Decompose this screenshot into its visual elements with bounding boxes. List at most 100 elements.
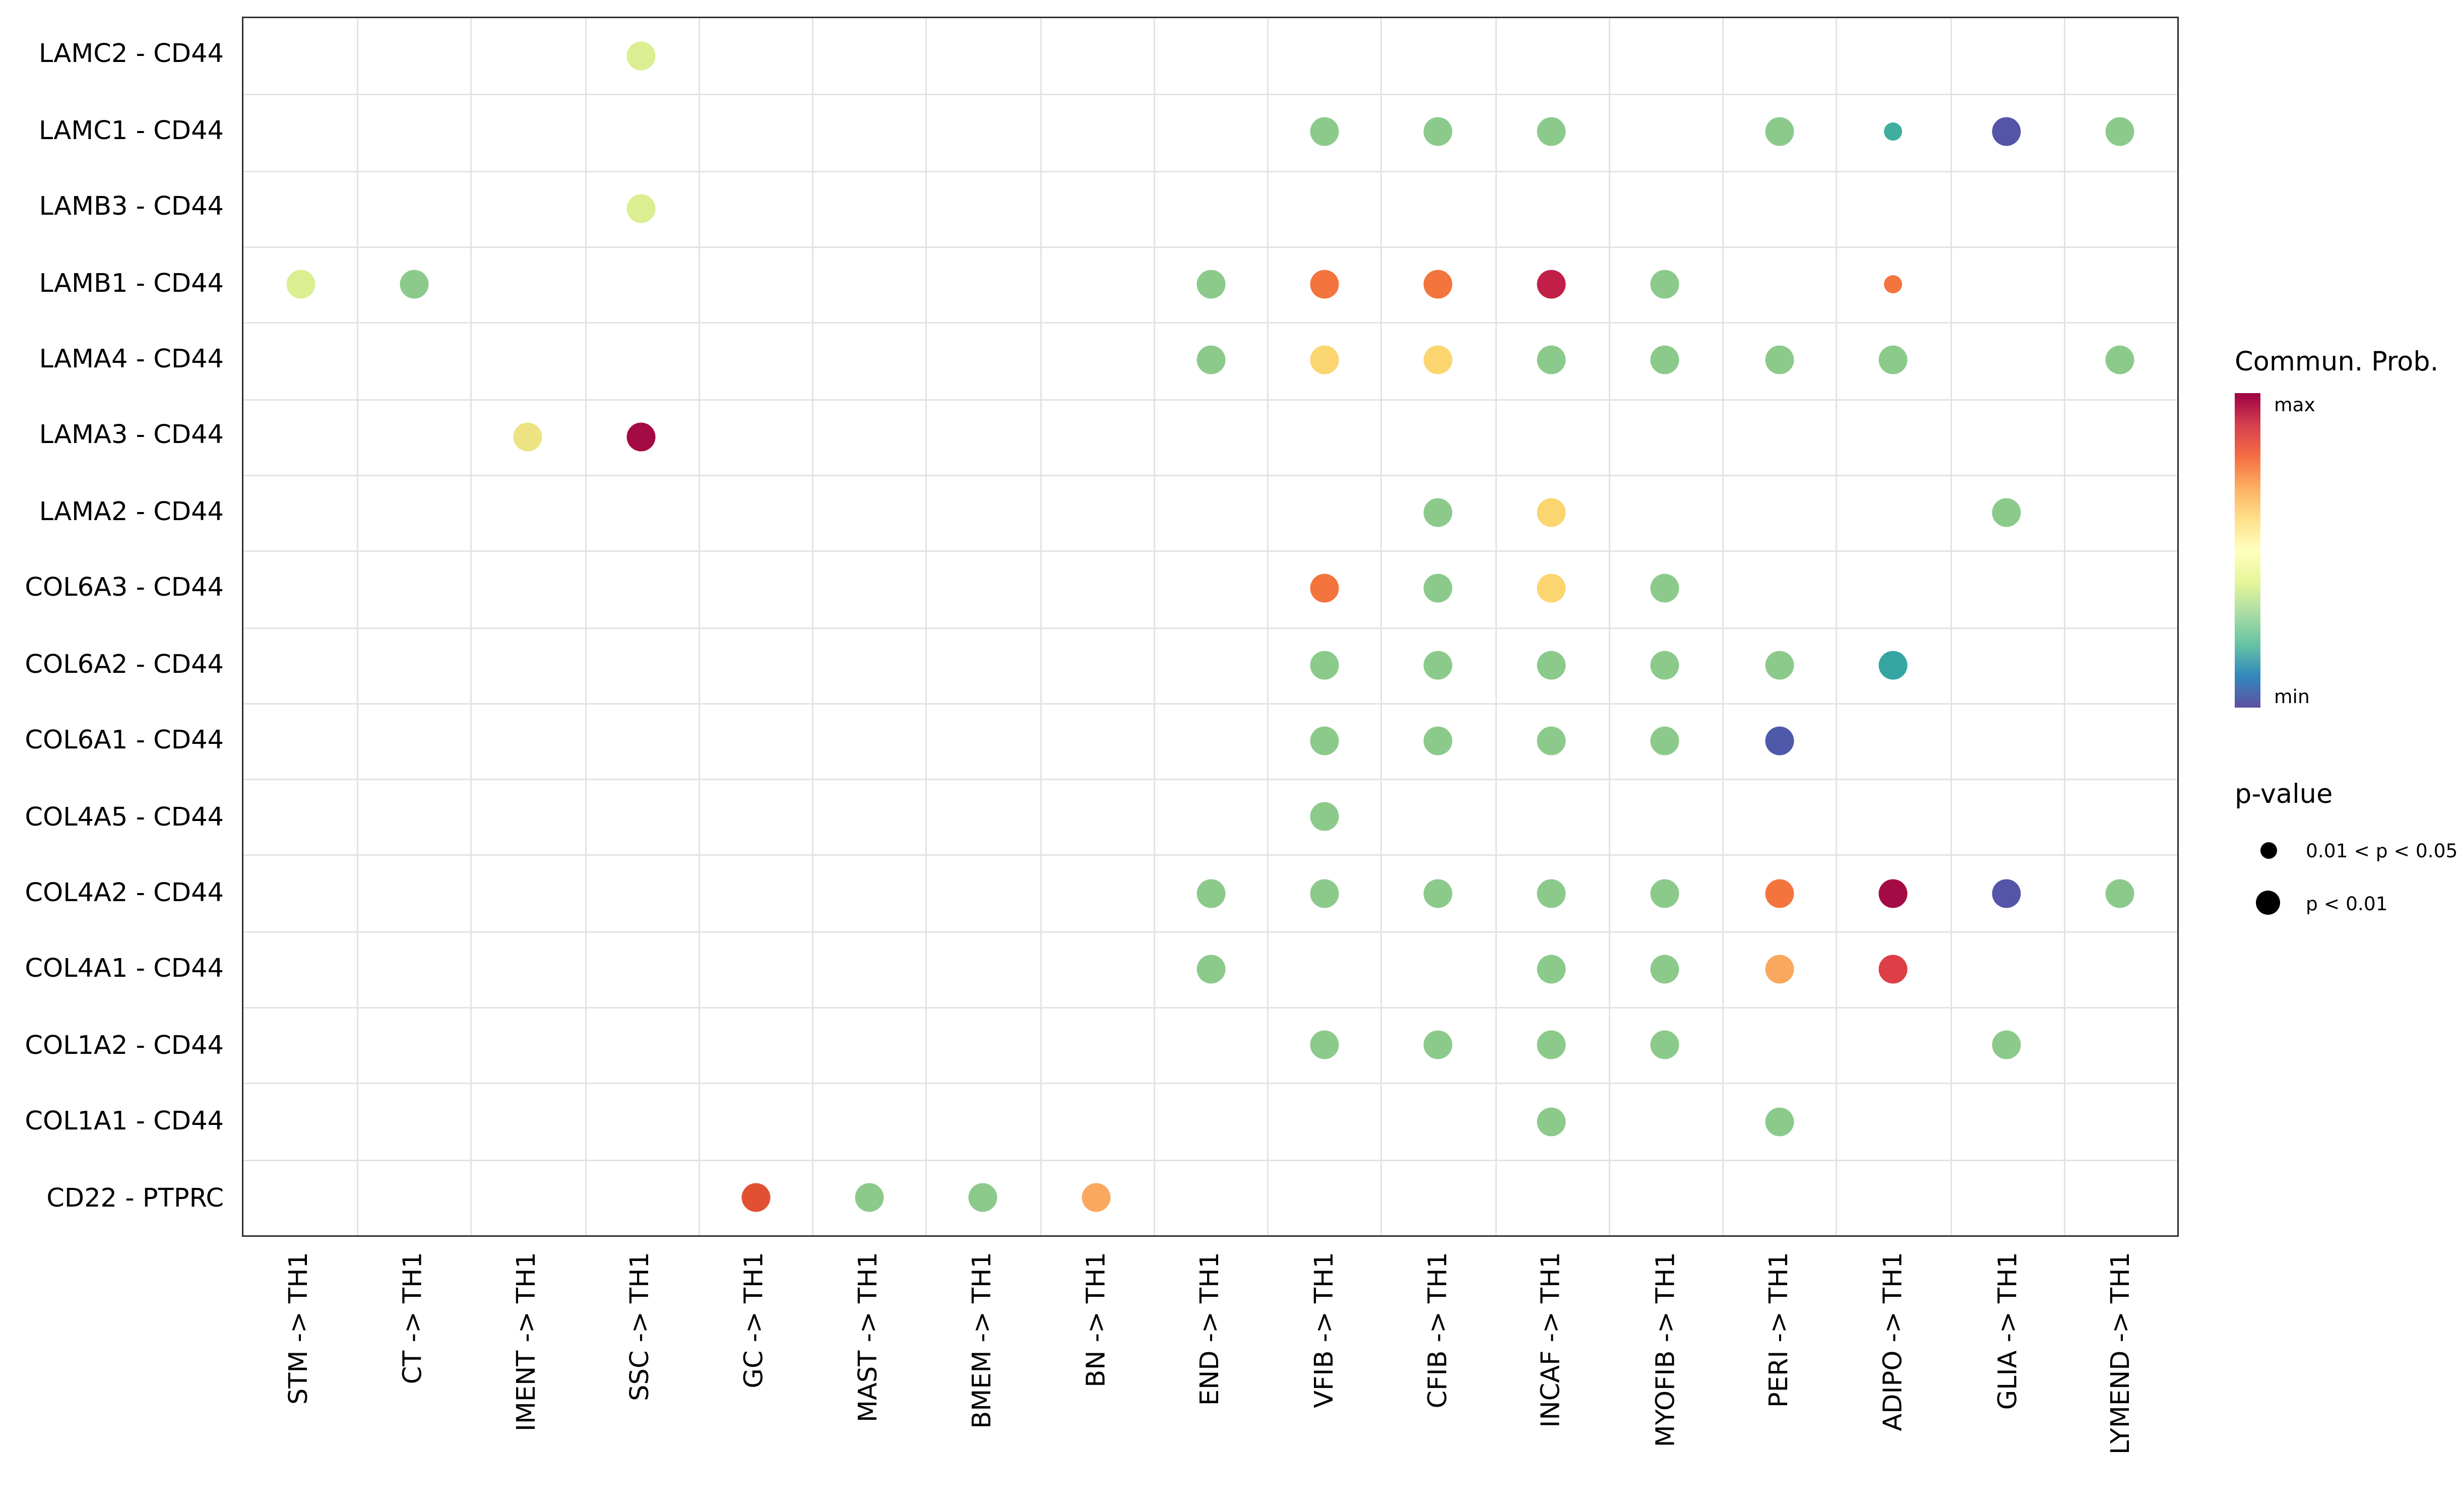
data-point	[1423, 574, 1453, 603]
data-point	[854, 1183, 884, 1212]
data-point	[1878, 955, 1908, 984]
data-point	[1537, 574, 1566, 603]
gridline-horizontal	[243, 1159, 2177, 1161]
data-point	[1423, 498, 1453, 527]
x-tick-label: CT -> TH1	[398, 1252, 428, 1384]
data-point	[1992, 878, 2021, 908]
pvalue-legend-title: p-value	[2235, 780, 2333, 810]
gridline-horizontal	[243, 474, 2177, 476]
pvalue-item-label: p < 0.01	[2306, 891, 2388, 914]
data-point	[741, 1183, 770, 1212]
y-tick-label: LAMC2 - CD44	[38, 39, 224, 70]
y-tick-label: LAMB1 - CD44	[39, 268, 224, 299]
pvalue-item-label: 0.01 < p < 0.05	[2306, 839, 2457, 862]
x-tick-label: GC -> TH1	[739, 1252, 770, 1389]
data-point	[1423, 1031, 1453, 1060]
data-point	[1992, 117, 2021, 147]
data-point	[1537, 726, 1566, 755]
y-tick-label: LAMC1 - CD44	[38, 115, 224, 146]
pvalue-dot-box	[2253, 891, 2283, 915]
y-tick-label: COL4A2 - CD44	[25, 878, 224, 909]
data-point	[1537, 270, 1566, 299]
x-tick-label: BMEM -> TH1	[967, 1252, 998, 1429]
plot-area	[242, 17, 2179, 1237]
data-point	[1651, 574, 1680, 603]
gridline-horizontal	[243, 931, 2177, 933]
data-point	[1423, 726, 1453, 755]
gridline-horizontal	[243, 94, 2177, 96]
data-point	[1082, 1183, 1111, 1212]
data-point	[1765, 117, 1794, 147]
gridline-horizontal	[243, 322, 2177, 324]
x-axis-labels: STM -> TH1 CT -> TH1 IMENT -> TH1 SSC -> TH…	[242, 1252, 2179, 1509]
data-point	[1309, 270, 1339, 299]
data-point	[1651, 878, 1680, 908]
data-point	[1309, 1031, 1339, 1060]
x-tick-label: MAST -> TH1	[853, 1252, 884, 1422]
colorbar-min-label: min	[2274, 685, 2310, 708]
data-point	[1196, 955, 1225, 984]
y-tick-label: CD22 - PTPRC	[46, 1183, 224, 1214]
data-point	[1309, 346, 1339, 375]
data-point	[1309, 117, 1339, 147]
data-point	[1651, 726, 1680, 755]
x-tick-label: LYMEND -> TH1	[2106, 1252, 2137, 1455]
data-point	[1537, 1031, 1566, 1060]
data-point	[1878, 346, 1908, 375]
data-point	[1651, 955, 1680, 984]
data-point	[1309, 726, 1339, 755]
data-point	[1765, 878, 1794, 908]
data-point	[1196, 346, 1225, 375]
gridline-horizontal	[243, 703, 2177, 705]
y-tick-label: LAMA4 - CD44	[39, 344, 224, 375]
x-tick-label: STM -> TH1	[284, 1252, 314, 1405]
data-point	[1651, 1031, 1680, 1060]
x-tick-label: MYOFIB -> TH1	[1651, 1252, 1681, 1447]
pvalue-legend-item: 0.01 < p < 0.05	[2235, 839, 2457, 862]
data-point	[513, 422, 542, 451]
pvalue-large-dot-icon	[2256, 891, 2280, 915]
x-tick-label: GLIA -> TH1	[1992, 1252, 2023, 1410]
y-tick-label: COL6A3 - CD44	[25, 573, 224, 604]
y-axis-labels: LAMC2 - CD44 LAMC1 - CD44 LAMB3 - CD44 LAMB…	[0, 17, 224, 1237]
data-point	[1423, 270, 1453, 299]
data-point	[1765, 346, 1794, 375]
x-tick-label: ADIPO -> TH1	[1878, 1252, 1909, 1431]
gridline-horizontal	[243, 855, 2177, 857]
gridline-horizontal	[243, 626, 2177, 628]
y-tick-label: COL6A2 - CD44	[25, 650, 224, 680]
y-tick-label: LAMA2 - CD44	[39, 497, 224, 528]
legend: Commun. Prob. max min p-value 0.01 < p <…	[2235, 348, 2457, 915]
data-point	[1537, 1107, 1566, 1136]
data-point	[627, 194, 656, 223]
data-point	[2106, 878, 2135, 908]
x-tick-label: SSC -> TH1	[625, 1252, 656, 1401]
x-tick-label: PERI -> TH1	[1765, 1252, 1795, 1408]
pvalue-legend-item: p < 0.01	[2235, 891, 2457, 915]
y-tick-label: LAMA3 - CD44	[39, 421, 224, 452]
gridline-horizontal	[243, 170, 2177, 172]
gridline-horizontal	[243, 1083, 2177, 1085]
data-point	[1765, 650, 1794, 679]
data-point	[1651, 270, 1680, 299]
data-point	[1196, 270, 1225, 299]
y-tick-label: COL1A2 - CD44	[25, 1031, 224, 1061]
data-point	[1883, 123, 1902, 142]
x-tick-label: INCAF -> TH1	[1537, 1252, 1567, 1428]
data-point	[1423, 346, 1453, 375]
data-point	[1423, 650, 1453, 679]
x-tick-label: CFIB -> TH1	[1423, 1252, 1454, 1409]
data-point	[1878, 878, 1908, 908]
gridline-horizontal	[243, 779, 2177, 781]
data-point	[1423, 878, 1453, 908]
data-point	[1883, 275, 1902, 294]
data-point	[1196, 878, 1225, 908]
data-point	[627, 422, 656, 451]
x-tick-label: VFIB -> TH1	[1309, 1252, 1340, 1408]
data-point	[400, 270, 429, 299]
y-tick-label: COL6A1 - CD44	[25, 726, 224, 757]
data-point	[1765, 726, 1794, 755]
data-point	[2106, 346, 2135, 375]
x-tick-label: IMENT -> TH1	[512, 1252, 542, 1432]
y-tick-label: LAMB3 - CD44	[39, 192, 224, 223]
